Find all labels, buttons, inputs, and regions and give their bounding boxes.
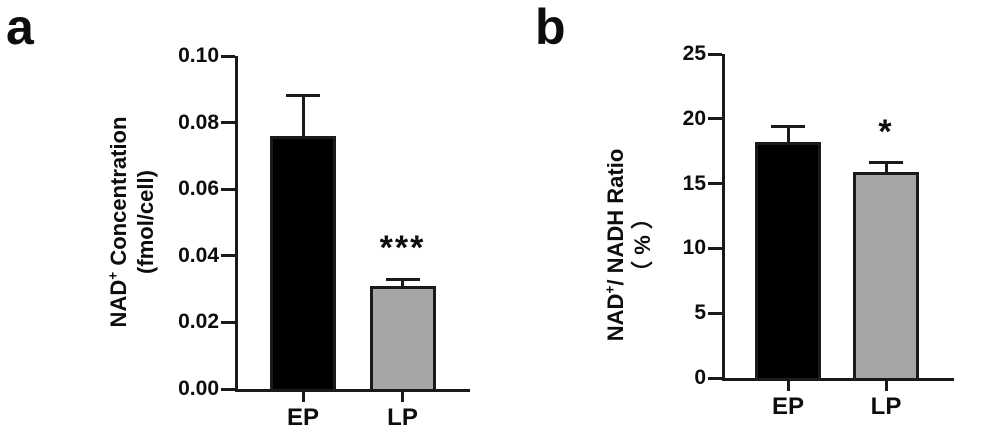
- panel-letter-b: b: [535, 0, 566, 55]
- y-tick: [221, 121, 235, 125]
- error-cap-LP: [385, 277, 420, 281]
- bar-EP: [755, 142, 821, 381]
- plot-area-a: 0.00 0.02 0.04 0.06 0.08 0.10 EP LP ***: [178, 44, 470, 431]
- error-bar-EP: [786, 126, 790, 143]
- x-tick-LP: [884, 381, 888, 391]
- y-tick: [708, 311, 722, 315]
- y-tick: [708, 246, 722, 250]
- error-cap-EP: [771, 125, 805, 129]
- y-tick-label: 0.10: [178, 44, 219, 67]
- y-tick: [221, 320, 235, 324]
- y-tick-label: 0.00: [178, 377, 219, 400]
- y-tick-label: 0.04: [178, 243, 219, 267]
- y-tick-label: 0.08: [178, 110, 219, 134]
- x-tick-label-LP: LP: [387, 404, 418, 431]
- panel-letter-a: a: [6, 0, 34, 55]
- y-tick: [708, 182, 722, 186]
- bar-LP: [369, 285, 436, 392]
- bar-EP: [270, 135, 336, 392]
- significance-marker-LP: *: [878, 112, 894, 151]
- y-tick-label: 15: [682, 171, 706, 195]
- x-tick-LP: [401, 392, 404, 402]
- y-tick-label: 5: [694, 301, 706, 325]
- error-cap-EP: [286, 94, 320, 98]
- x-axis: [235, 389, 470, 392]
- y-tick: [221, 54, 235, 58]
- plot-area-b: 0 5 10 15 20 25 EP LP *: [491, 0, 982, 442]
- error-cap-LP: [869, 161, 903, 165]
- y-tick: [221, 187, 235, 191]
- y-tick: [221, 387, 235, 391]
- y-axis: [235, 56, 238, 392]
- y-tick-label: 10: [682, 236, 706, 260]
- x-tick-label-EP: EP: [286, 404, 319, 431]
- y-tick: [708, 117, 722, 121]
- panel-a: a NAD+ Concentration (fmol/cell) 0.00 0.0…: [6, 0, 470, 431]
- y-tick-label: 20: [682, 106, 706, 130]
- y-tick: [708, 52, 722, 56]
- y-tick-label: 0: [694, 366, 706, 389]
- significance-marker-LP: ***: [379, 229, 426, 268]
- x-axis: [722, 378, 954, 381]
- y-tick-label: 0.02: [178, 310, 219, 334]
- error-bar-LP: [401, 279, 404, 286]
- y-tick-label: 0.06: [178, 177, 219, 201]
- x-tick-EP: [301, 392, 305, 402]
- x-tick-label-EP: EP: [771, 393, 804, 420]
- x-tick-EP: [786, 381, 790, 391]
- error-bar-EP: [301, 95, 305, 136]
- x-tick-label-LP: LP: [870, 393, 902, 420]
- panel-b: b NAD+/ NADH Ratio （ % ） 0 5 10 15 20 25 EP LP *: [491, 0, 982, 442]
- y-tick: [708, 376, 722, 380]
- error-bar-LP: [884, 162, 888, 172]
- y-tick-label: 25: [682, 42, 706, 65]
- bar-LP: [853, 171, 919, 381]
- y-axis: [722, 54, 725, 381]
- y-tick: [221, 254, 235, 258]
